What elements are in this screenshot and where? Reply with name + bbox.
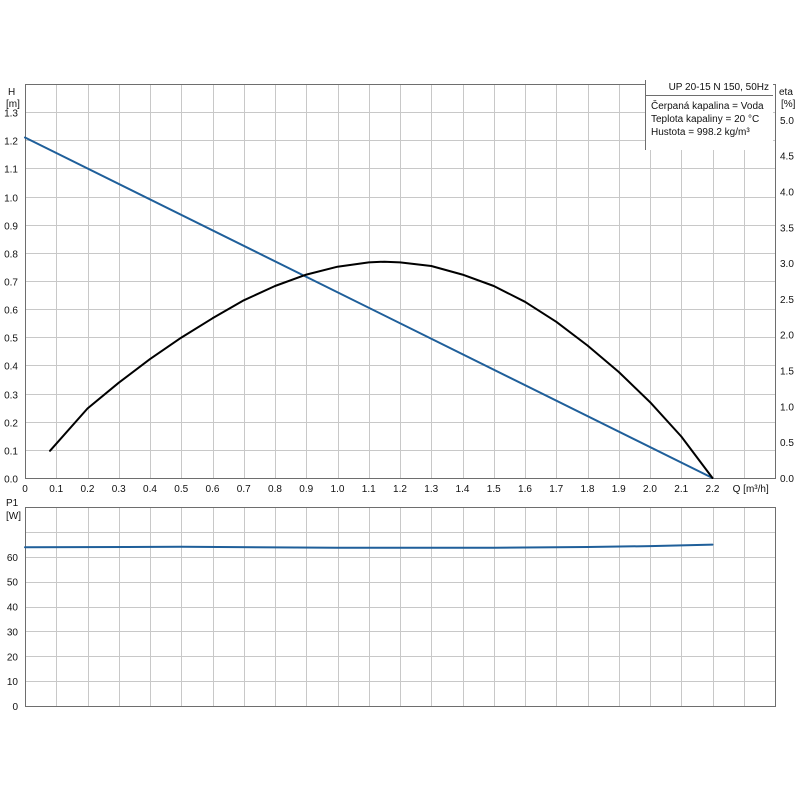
h-axis-tick-label: 0.4 bbox=[4, 362, 18, 373]
eta-axis-tick-label: 2.5 bbox=[780, 295, 794, 306]
q-axis-tick-label: 0.6 bbox=[206, 484, 220, 495]
eta-axis-label: eta bbox=[779, 87, 793, 98]
eta-axis-tick-label: 1.0 bbox=[780, 402, 794, 413]
q-axis-tick-label: 1.5 bbox=[487, 484, 501, 495]
h-axis-unit: [m] bbox=[6, 99, 20, 110]
h-axis-tick-label: 0.5 bbox=[4, 334, 18, 345]
eta-axis-tick-label: 5.0 bbox=[780, 116, 794, 127]
q-axis-tick-label: 1.0 bbox=[331, 484, 345, 495]
q-axis-tick-label: 0.7 bbox=[237, 484, 251, 495]
h-axis-tick-label: 0.6 bbox=[4, 306, 18, 317]
q-axis-tick-label: 0.5 bbox=[174, 484, 188, 495]
eta-axis-unit: [%] bbox=[781, 99, 796, 110]
pump-info-box: UP 20-15 N 150, 50Hz Čerpaná kapalina = … bbox=[645, 80, 773, 150]
q-axis-tick-label: 0.8 bbox=[268, 484, 282, 495]
bottom-plot-frame bbox=[25, 507, 776, 707]
h-axis-tick-label: 0.7 bbox=[4, 278, 18, 289]
h-axis-tick-label: 0.3 bbox=[4, 391, 18, 402]
q-axis-tick-label: 0.2 bbox=[81, 484, 95, 495]
head-curve bbox=[24, 136, 714, 479]
h-axis-tick-label: 0.9 bbox=[4, 222, 18, 233]
h-axis-label: H bbox=[8, 87, 15, 98]
eta-axis-tick-label: 2.0 bbox=[780, 331, 794, 342]
info-liquid: Čerpaná kapalina = Voda bbox=[651, 101, 764, 112]
eta-axis-tick-label: 4.5 bbox=[780, 152, 794, 163]
efficiency-curve bbox=[49, 260, 714, 479]
q-axis-label: Q [m³/h] bbox=[733, 484, 769, 495]
h-axis-tick-label: 1.1 bbox=[4, 165, 18, 176]
p1-axis-tick-label: 60 bbox=[7, 553, 19, 564]
q-axis-tick-label: 0.9 bbox=[299, 484, 313, 495]
p1-axis-label: P1 bbox=[6, 498, 19, 509]
q-axis-tick-label: 0 bbox=[22, 484, 28, 495]
info-density: Hustota = 998.2 kg/m³ bbox=[651, 127, 750, 138]
q-axis-tick-label: 1.3 bbox=[424, 484, 438, 495]
top-plot-frame bbox=[25, 84, 776, 479]
eta-axis-tick-label: 3.0 bbox=[780, 259, 794, 270]
eta-axis-tick-label: 0.5 bbox=[780, 438, 794, 449]
power-curve bbox=[24, 543, 714, 549]
h-axis-tick-label: 0.8 bbox=[4, 250, 18, 261]
q-axis-tick-label: 2.1 bbox=[674, 484, 688, 495]
p1-axis-tick-label: 50 bbox=[7, 578, 19, 589]
q-axis-tick-label: 1.4 bbox=[456, 484, 470, 495]
eta-axis-tick-label: 0.0 bbox=[780, 474, 794, 485]
q-axis-tick-label: 0.3 bbox=[112, 484, 126, 495]
pump-model-title: UP 20-15 N 150, 50Hz bbox=[646, 80, 773, 96]
q-axis-tick-label: 1.2 bbox=[393, 484, 407, 495]
eta-axis-tick-label: 3.5 bbox=[780, 223, 794, 234]
p1-axis-tick-label: 0 bbox=[12, 702, 18, 713]
q-axis-tick-label: 1.9 bbox=[612, 484, 626, 495]
eta-axis-tick-label: 4.0 bbox=[780, 187, 794, 198]
q-axis-tick-label: 1.6 bbox=[518, 484, 532, 495]
h-axis-tick-label: 0.1 bbox=[4, 447, 18, 458]
h-axis-tick-label: 1.2 bbox=[4, 137, 18, 148]
q-axis-tick-label: 1.8 bbox=[581, 484, 595, 495]
q-axis-tick-label: 1.1 bbox=[362, 484, 376, 495]
p1-axis-unit: [W] bbox=[6, 511, 21, 522]
info-temperature: Teplota kapaliny = 20 °C bbox=[651, 114, 760, 125]
q-axis-tick-label: 2.2 bbox=[706, 484, 720, 495]
q-axis-tick-label: 0.1 bbox=[49, 484, 63, 495]
h-axis-tick-label: 0.0 bbox=[4, 475, 18, 486]
p1-axis-tick-label: 10 bbox=[7, 677, 19, 688]
q-axis-tick-label: 0.4 bbox=[143, 484, 157, 495]
p1-axis-tick-label: 30 bbox=[7, 627, 19, 638]
eta-axis-tick-label: 1.5 bbox=[780, 367, 794, 378]
h-axis-tick-label: 1.0 bbox=[4, 194, 18, 205]
p1-axis-tick-label: 20 bbox=[7, 652, 19, 663]
h-axis-tick-label: 1.3 bbox=[4, 109, 18, 120]
q-axis-tick-label: 1.7 bbox=[549, 484, 563, 495]
q-axis-tick-label: 2.0 bbox=[643, 484, 657, 495]
h-axis-tick-label: 0.2 bbox=[4, 419, 18, 430]
p1-axis-tick-label: 40 bbox=[7, 603, 19, 614]
